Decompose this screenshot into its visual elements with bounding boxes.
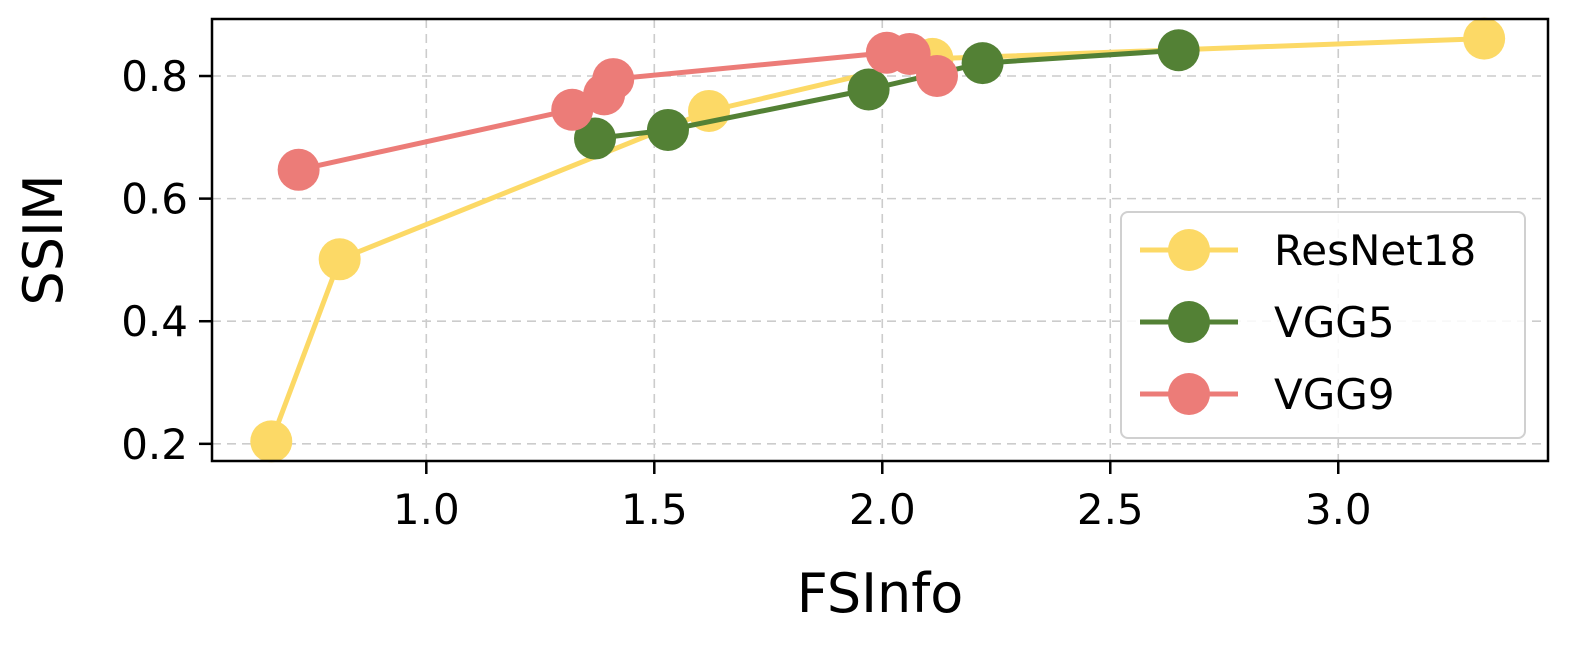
- y-tick-label: 0.2: [121, 420, 188, 469]
- x-tick-label: 1.0: [393, 485, 460, 534]
- legend-label: ResNet18: [1274, 226, 1476, 275]
- y-axis-title: SSIM: [12, 174, 75, 305]
- y-axis: 0.2 0.4 0.6 0.8: [121, 52, 212, 469]
- data-point: [1157, 29, 1200, 72]
- data-point: [574, 117, 617, 160]
- data-point: [551, 88, 594, 131]
- data-point: [250, 420, 293, 463]
- data-point: [592, 58, 635, 101]
- legend-marker: [1168, 301, 1210, 343]
- legend-label: VGG9: [1274, 370, 1395, 419]
- legend-label: VGG5: [1274, 298, 1395, 347]
- data-point: [318, 238, 361, 281]
- y-tick-label: 0.4: [121, 297, 188, 346]
- data-point: [277, 148, 320, 191]
- x-tick-label: 2.5: [1077, 485, 1144, 534]
- series-vgg5: [574, 29, 1200, 160]
- legend-marker: [1168, 229, 1210, 271]
- x-tick-label: 3.0: [1305, 485, 1372, 534]
- series-vgg9: [277, 31, 958, 191]
- legend-item-vgg9: VGG9: [1140, 370, 1395, 419]
- data-point: [915, 55, 958, 98]
- x-tick-label: 2.0: [849, 485, 916, 534]
- data-point: [646, 108, 689, 151]
- data-point: [961, 42, 1004, 85]
- legend: ResNet18 VGG5 VGG9: [1120, 211, 1526, 439]
- series-layer: [250, 17, 1506, 463]
- y-tick-label: 0.6: [121, 175, 188, 224]
- x-tick-label: 1.5: [621, 485, 688, 534]
- legend-item-vgg5: VGG5: [1140, 298, 1395, 347]
- legend-item-resnet18: ResNet18: [1140, 226, 1476, 275]
- x-axis-title: FSInfo: [797, 562, 964, 625]
- data-point: [1463, 17, 1506, 60]
- y-tick-label: 0.8: [121, 52, 188, 101]
- x-axis: 1.0 1.5 2.0 2.5 3.0: [393, 461, 1372, 534]
- legend-box: [1120, 211, 1526, 439]
- data-point: [847, 68, 890, 111]
- plot-frame: [210, 17, 1550, 463]
- legend-marker: [1168, 373, 1210, 415]
